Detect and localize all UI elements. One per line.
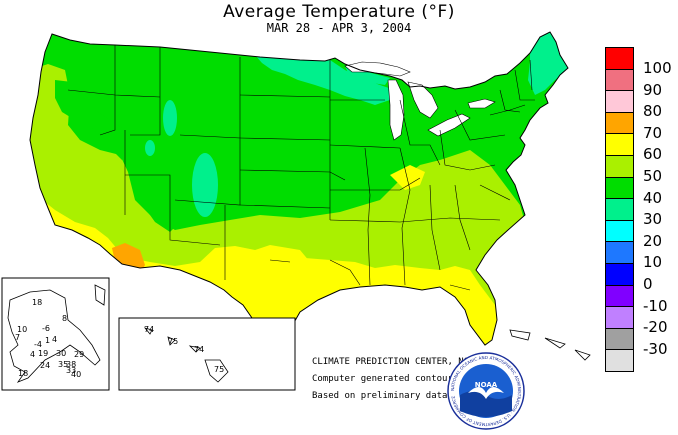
lake-ontario [467,98,496,109]
legend-label: 20 [643,231,663,250]
alaska-temp-label: 18 [18,369,28,378]
alaska-temp-label: 38 [66,360,76,369]
legend-swatch [605,241,634,264]
alaska-outline [7,289,101,383]
lake-michigan [387,79,405,141]
alaska-temp-label: 4 [30,350,35,359]
legend-label: 10 [643,253,663,272]
contour-40s-oregon [55,80,128,160]
legend-label: 30 [643,210,663,229]
hawaii-temp-label: 75 [214,365,224,374]
contour-30s-wyoming [163,100,177,136]
caribbean-islands [509,329,591,361]
date-range: MAR 28 - APR 3, 2004 [266,21,412,35]
credits-line-3: Based on preliminary data [312,391,448,401]
hawaii-labels: 74 75 74 75 [144,325,224,374]
alaska-frame [1,277,110,391]
alaska-temp-label: 30 [56,349,66,358]
legend-label: 50 [643,166,663,185]
legend-swatch [605,349,634,372]
alaska-temp-label: 29 [74,350,84,359]
legend-label: 60 [643,145,663,164]
legend-swatch [605,176,634,200]
hawaii-frame [118,317,296,391]
legend-label: -10 [643,296,668,315]
credits-center: CLIMATE PREDICTION CENTER, NOAA [312,357,480,367]
alaska-temp-label: 18 [32,298,42,307]
alaska-temp-label: 19 [38,349,48,358]
page-title: Average Temperature (°F) [223,2,455,22]
alaska-temp-label: 24 [40,361,50,370]
state-borders [67,45,535,291]
legend-label: 40 [643,188,663,207]
contour-60s-plains [240,245,310,270]
legend-label: -30 [643,339,668,358]
alaska-temp-label: -4 [34,340,42,349]
contour-30s-northeast [528,32,568,95]
hawaii-islands [143,327,229,383]
alaska-temp-label: 7 [15,333,20,342]
hawaii-temp-label: 74 [144,325,154,334]
credits-block: CLIMATE PREDICTION CENTER, NOAA Computer… [312,354,480,405]
contour-30s-colorado [192,153,218,217]
legend-swatch [605,68,634,92]
legend-swatch [605,327,634,351]
hawaii-inset: 74 75 74 75 [118,317,296,391]
legend-swatch [605,133,634,156]
great-lakes [344,61,496,141]
contour-40s-basin [135,165,188,232]
alaska-temp-label: 4 [52,335,57,344]
lake-superior [344,61,411,77]
legend-swatch [605,111,634,135]
legend-label: -20 [643,318,668,337]
noaa-gull [468,387,504,399]
contour-30s-north [255,55,395,105]
legend-swatch [605,284,634,308]
legend-swatch [605,47,634,70]
alaska-temp-label: 10 [17,325,27,334]
hawaii-temp-label: 75 [168,337,178,346]
noaa-logo: NOAA NATIONAL OCEANIC AND ATMOSPHERIC AD… [447,352,525,430]
legend-swatch [605,154,634,178]
contour-60s-kentucky [390,165,425,190]
legend-swatch [605,198,634,221]
noaa-logo-text: NOAA [475,381,498,389]
legend-swatch [605,262,634,286]
legend-swatch [605,306,634,329]
alaska-temp-label: 33 [66,366,76,375]
credits-line-2: Computer generated contours [312,374,459,384]
legend-label: 0 [643,274,653,293]
legend-label: 100 [643,59,672,77]
legend-label: 80 [643,102,663,121]
legend-swatch [605,219,634,243]
alaska-temp-label: 1 [45,336,50,345]
alaska-temp-label: 8 [62,314,67,323]
alaska-temp-label: -6 [42,324,50,333]
hawaii-temp-label: 74 [194,345,204,354]
legend-label: 90 [643,80,663,99]
alaska-temp-label: 40 [71,370,81,379]
contour-30s-idaho [145,140,155,156]
legend-label: 70 [643,123,663,142]
alaska-temp-label: 35 [58,360,68,369]
legend-swatch [605,90,634,113]
